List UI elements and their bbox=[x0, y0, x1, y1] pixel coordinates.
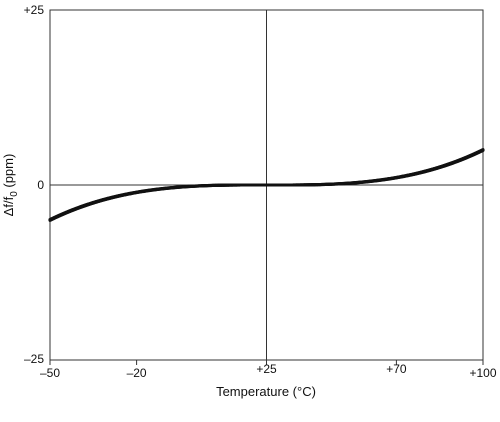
x-tick-label: +100 bbox=[469, 366, 496, 380]
x-axis-label: Temperature (°C) bbox=[216, 384, 316, 399]
curves bbox=[48, 148, 485, 222]
x-tick-label: +70 bbox=[386, 362, 407, 376]
y-tick-label: +25 bbox=[24, 3, 45, 17]
x-tick-label: +25 bbox=[256, 362, 277, 376]
y-tick-label: –25 bbox=[24, 352, 44, 366]
y-axis-label-unit: (ppm) bbox=[1, 154, 16, 192]
y-axis-label: Δf/f0 (ppm) bbox=[1, 154, 20, 217]
ticks: –50 –20 +25 +70 +100 +25 0 –25 bbox=[24, 3, 497, 380]
x-tick-label: –20 bbox=[127, 366, 147, 380]
x-tick-label: –50 bbox=[40, 366, 60, 380]
y-axis-label-sub: 0 bbox=[9, 191, 20, 197]
y-axis-label-main: Δf/f bbox=[1, 196, 16, 216]
series-line-5 bbox=[48, 148, 485, 222]
y-tick-label: 0 bbox=[37, 178, 44, 192]
